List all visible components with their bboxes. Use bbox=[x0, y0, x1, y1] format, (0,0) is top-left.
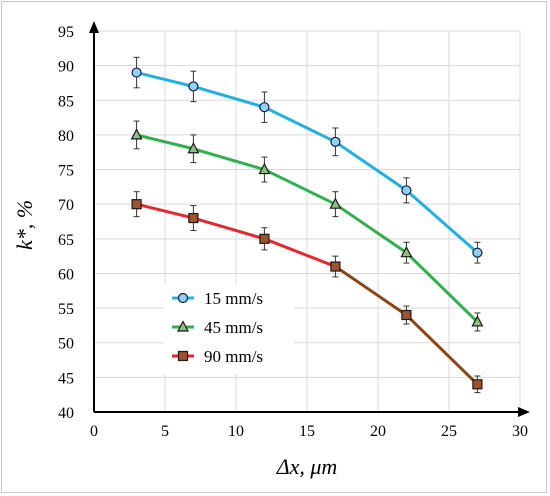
series-1-segment-1 bbox=[191, 147, 266, 172]
series-2-segment-1 bbox=[191, 216, 266, 241]
series-2-point-2 bbox=[259, 233, 270, 244]
y-tick-labels: 40 45 50 55 60 65 70 75 80 85 90 95 bbox=[58, 24, 74, 422]
y-tick-label-4: 60 bbox=[58, 266, 74, 283]
y-axis-label: k*, % bbox=[12, 200, 37, 250]
y-tick-label-6: 70 bbox=[58, 197, 74, 214]
x-tick-label-4: 20 bbox=[370, 423, 386, 440]
series-0-point-2 bbox=[259, 102, 270, 113]
series-2-point-0 bbox=[131, 199, 142, 210]
series-1-segment-4 bbox=[404, 251, 479, 324]
y-axis-arrow bbox=[89, 21, 99, 33]
series-1-point-5 bbox=[471, 315, 484, 327]
y-tick-label-11: 95 bbox=[58, 24, 74, 41]
y-tick-label-3: 55 bbox=[58, 301, 74, 318]
series-1-point-4 bbox=[400, 245, 413, 258]
series-0 bbox=[131, 56, 483, 264]
x-axis-arrow bbox=[518, 407, 530, 417]
series-2-segment-3 bbox=[333, 265, 408, 317]
y-tick-label-2: 50 bbox=[58, 336, 74, 353]
series-1-segment-2 bbox=[262, 168, 337, 206]
x-tick-labels: 0 5 10 15 20 25 30 bbox=[90, 423, 528, 440]
series-2-segment-0 bbox=[135, 202, 195, 220]
y-tick-label-9: 85 bbox=[58, 93, 74, 110]
y-tick-label-0: 40 bbox=[58, 405, 74, 422]
series-1-segment-3 bbox=[333, 202, 408, 255]
x-tick-label-6: 30 bbox=[512, 423, 528, 440]
y-tick-label-7: 75 bbox=[58, 163, 74, 180]
series-0-point-5 bbox=[472, 247, 483, 258]
y-tick-label-8: 80 bbox=[58, 128, 74, 145]
x-tick-label-2: 10 bbox=[228, 423, 244, 440]
series-group bbox=[130, 56, 484, 394]
series-1-segment-0 bbox=[135, 133, 195, 151]
legend-marker-1 bbox=[177, 320, 189, 332]
x-tick-label-3: 15 bbox=[299, 423, 315, 440]
series-2-segment-4 bbox=[404, 313, 479, 386]
y-tick-label-10: 90 bbox=[58, 59, 74, 76]
series-2 bbox=[131, 191, 483, 394]
series-0-point-3 bbox=[330, 136, 341, 147]
x-tick-label-5: 25 bbox=[441, 423, 457, 440]
series-1 bbox=[130, 120, 484, 332]
series-1-point-2 bbox=[258, 162, 271, 175]
series-0-segment-4 bbox=[404, 188, 479, 255]
legend-marker-0 bbox=[177, 292, 189, 304]
x-axis-label: Δx, μm bbox=[276, 454, 338, 479]
series-0-point-4 bbox=[401, 185, 412, 196]
series-0-point-0 bbox=[131, 67, 142, 78]
series-0-segment-3 bbox=[333, 140, 408, 192]
series-2-point-5 bbox=[472, 379, 483, 390]
y-tick-label-5: 65 bbox=[58, 232, 74, 249]
legend-marker-2 bbox=[177, 350, 189, 362]
series-1-point-3 bbox=[329, 197, 342, 209]
grid-lines bbox=[94, 30, 521, 412]
series-2-segment-2 bbox=[262, 237, 337, 269]
series-2-point-3 bbox=[330, 261, 341, 272]
series-0-point-1 bbox=[188, 81, 199, 92]
x-tick-label-1: 5 bbox=[161, 423, 169, 440]
legend: 15 mm/s 45 mm/s 90 mm/s bbox=[164, 284, 294, 374]
y-tick-label-1: 45 bbox=[58, 370, 74, 387]
series-0-segment-2 bbox=[262, 105, 337, 144]
legend-label-2: 90 mm/s bbox=[204, 347, 263, 366]
series-0-segment-1 bbox=[191, 84, 266, 109]
series-1-point-0 bbox=[130, 128, 143, 140]
series-2-point-1 bbox=[188, 212, 199, 224]
axes bbox=[89, 21, 530, 417]
x-tick-label-0: 0 bbox=[90, 423, 98, 440]
series-2-point-4 bbox=[401, 309, 412, 321]
legend-label-0: 15 mm/s bbox=[204, 289, 263, 308]
series-1-point-1 bbox=[187, 141, 200, 154]
series-0-segment-0 bbox=[135, 71, 195, 88]
legend-label-1: 45 mm/s bbox=[204, 318, 263, 337]
